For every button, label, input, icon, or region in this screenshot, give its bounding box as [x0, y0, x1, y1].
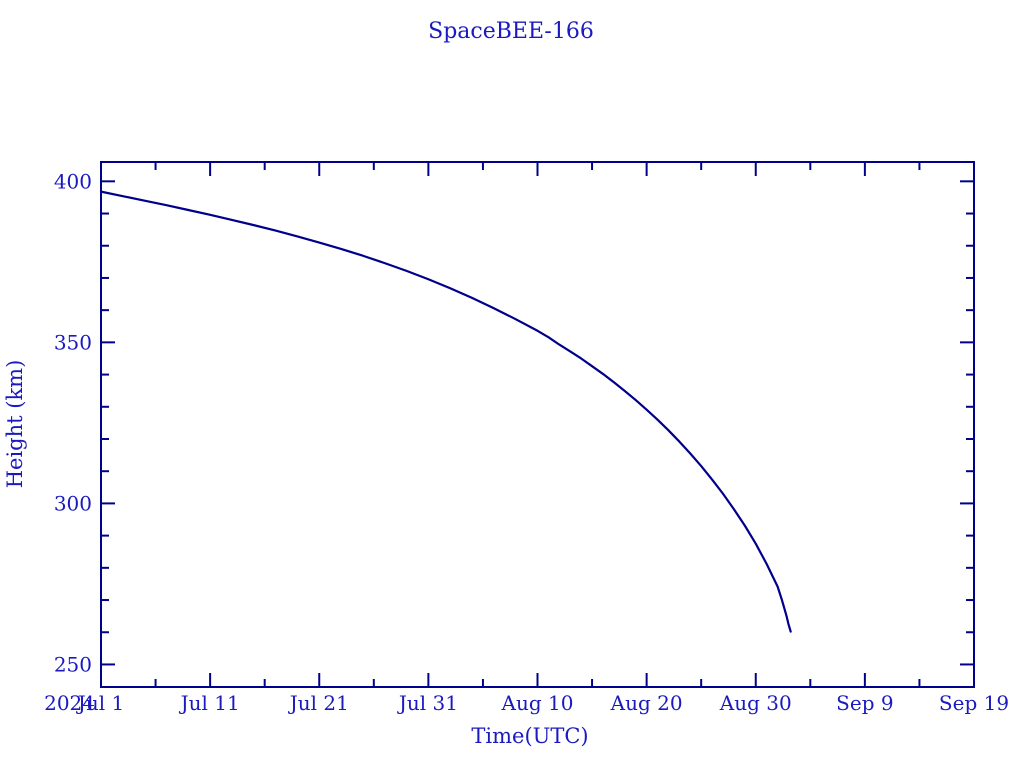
y-tick-label: 350: [54, 330, 92, 354]
y-tick-label: 250: [54, 652, 92, 676]
x-axis-tick-labels: Jul 1 Jul 11 Jul 21 Jul 31 Aug 10 Aug 20 Aug 3…: [76, 691, 1009, 715]
x-tick-label: Aug 30: [719, 691, 792, 715]
y-axis-title: Height (km): [3, 360, 27, 489]
x-tick-label: Jul 11: [179, 691, 240, 715]
chart-title: SpaceBEE-166: [428, 19, 594, 44]
y-tick-label: 400: [54, 169, 92, 193]
y-tick-label: 300: [54, 491, 92, 515]
data-series-line: [99, 190, 792, 633]
x-axis-year-label: 2024: [44, 691, 95, 715]
x-tick-label: Sep 19: [939, 691, 1009, 715]
x-axis-title: Time(UTC): [471, 724, 588, 748]
x-axis-ticks: [100, 162, 975, 687]
x-tick-label: Jul 31: [397, 691, 458, 715]
x-tick-label: Aug 20: [610, 691, 683, 715]
x-tick-label: Jul 21: [288, 691, 349, 715]
y-axis-tick-labels: 400 350 300 250: [54, 169, 92, 676]
x-tick-label: Sep 9: [836, 691, 893, 715]
y-axis-ticks: [101, 180, 974, 666]
x-tick-label: Jul 1: [76, 691, 124, 715]
x-tick-label: Aug 10: [501, 691, 574, 715]
